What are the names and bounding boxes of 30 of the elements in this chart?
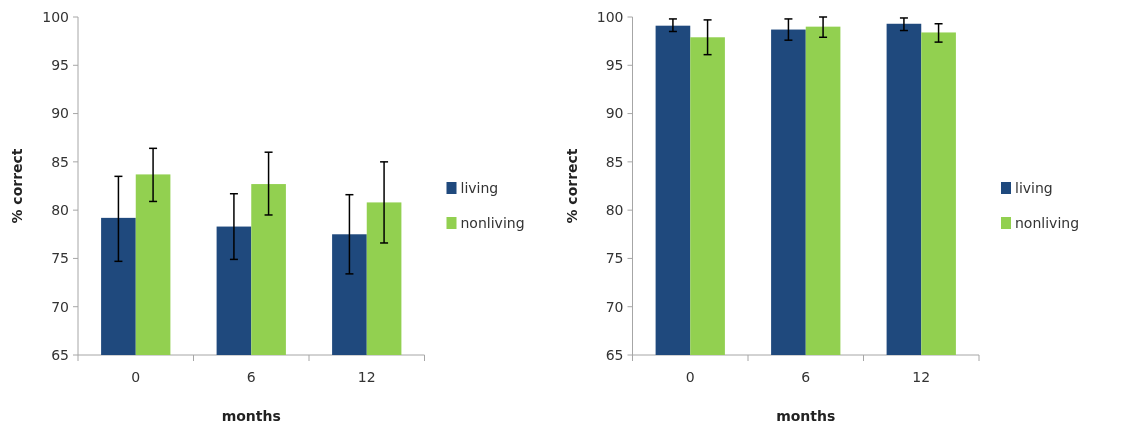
x-tick-label: 6 — [246, 369, 256, 385]
y-axis-title: % correct — [563, 148, 580, 224]
y-tick-label: 85 — [605, 153, 624, 170]
legend-label: living — [460, 179, 499, 196]
legend-label: nonliving — [1015, 214, 1080, 231]
y-tick-label: 70 — [605, 298, 624, 315]
y-tick-label: 90 — [605, 105, 624, 122]
y-tick-label: 100 — [596, 8, 624, 25]
y-tick-label: 95 — [605, 57, 624, 74]
y-tick-label: 75 — [51, 250, 69, 267]
y-tick-label: 90 — [51, 105, 69, 122]
x-tick-label: 12 — [912, 369, 931, 385]
y-tick-label: 70 — [51, 298, 69, 315]
x-tick-label: 12 — [357, 369, 376, 385]
y-axis-title: % correct — [9, 148, 25, 224]
y-tick-label: 95 — [51, 57, 69, 74]
y-tick-label: 85 — [51, 153, 69, 170]
x-tick-label: 0 — [685, 369, 695, 385]
y-tick-label: 80 — [51, 202, 69, 219]
x-axis-title: months — [776, 408, 836, 424]
legend-label: living — [1015, 179, 1053, 196]
x-axis-title: months — [221, 408, 281, 424]
legend-label: nonliving — [460, 214, 525, 231]
y-tick-label: 75 — [605, 250, 624, 267]
y-tick-label: 100 — [42, 8, 69, 25]
y-tick-label: 65 — [51, 346, 69, 363]
y-tick-label: 80 — [605, 202, 624, 219]
x-tick-label: 6 — [801, 369, 811, 385]
y-tick-label: 65 — [605, 346, 624, 363]
x-tick-label: 0 — [131, 369, 141, 385]
